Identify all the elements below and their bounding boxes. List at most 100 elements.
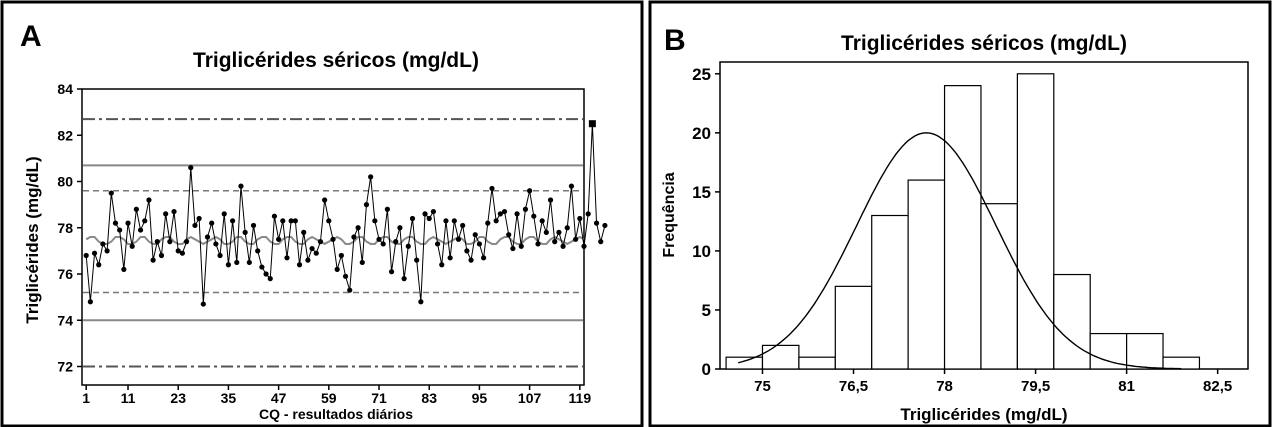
data-point	[460, 222, 466, 229]
data-point	[280, 218, 286, 224]
panel-b-chart: B Triglicérides séricos (mg/dL) Triglicé…	[648, 0, 1272, 427]
x-tick-label: 78	[936, 378, 953, 395]
data-point	[481, 255, 487, 261]
data-point	[150, 257, 156, 263]
data-point	[577, 215, 583, 222]
data-point	[397, 225, 403, 231]
data-point	[409, 215, 416, 222]
data-point	[137, 227, 144, 233]
data-point	[183, 239, 190, 245]
data-point	[213, 241, 219, 247]
panel-a-chart: A Triglicérides séricos (mg/dL) CQ - res…	[0, 0, 644, 427]
data-point	[347, 287, 353, 293]
data-point	[531, 213, 537, 219]
data-point	[422, 211, 428, 217]
data-point	[476, 241, 483, 247]
histogram-bar	[980, 203, 1018, 370]
data-point	[296, 262, 303, 268]
panel-a-ylabel: Triglicérides (mg/dL)	[23, 156, 42, 323]
data-point	[242, 229, 248, 235]
x-tick-label: 82,5	[1203, 378, 1232, 395]
x-tick-label: 83	[421, 390, 437, 406]
y-tick-label: 72	[57, 359, 73, 375]
data-point	[564, 225, 570, 231]
data-point	[426, 215, 432, 222]
data-point	[117, 227, 123, 233]
data-point	[368, 174, 374, 180]
data-point	[301, 229, 307, 235]
data-point	[351, 234, 357, 240]
data-point	[322, 197, 328, 203]
data-point-outlier	[588, 120, 596, 128]
data-point	[439, 262, 445, 268]
histogram-bar	[943, 85, 982, 370]
x-tick-label: 59	[321, 390, 337, 406]
data-point	[221, 211, 227, 217]
data-point	[585, 211, 591, 217]
data-point	[451, 218, 457, 224]
data-point	[355, 225, 361, 231]
y-tick-label: 10	[692, 242, 711, 261]
data-point	[125, 220, 131, 226]
data-point	[108, 190, 114, 196]
data-point	[292, 218, 298, 224]
y-tick-label: 78	[57, 220, 73, 236]
data-point	[146, 197, 152, 203]
panel-b-title: Triglicérides séricos (mg/dL)	[841, 32, 1127, 55]
x-tick-label: 75	[754, 378, 771, 395]
data-point	[514, 211, 520, 217]
data-point	[552, 239, 558, 245]
data-point	[518, 243, 524, 249]
data-point	[455, 236, 462, 242]
histogram-bar	[1126, 332, 1164, 370]
data-point	[83, 252, 89, 259]
y-tick-label: 20	[692, 124, 711, 143]
data-point	[271, 213, 278, 219]
data-point	[543, 229, 549, 235]
panel-a-plot-area	[81, 88, 585, 386]
normal-curve	[738, 132, 1182, 370]
data-point	[334, 266, 340, 272]
data-point	[401, 276, 407, 282]
histogram-bar	[834, 285, 873, 370]
histogram-bar	[1162, 356, 1201, 370]
y-tick-label: 0	[702, 360, 711, 379]
panel-b-border	[648, 0, 1272, 427]
data-point	[338, 252, 344, 259]
data-point	[560, 243, 566, 249]
data-point	[510, 245, 516, 252]
data-point	[380, 241, 386, 247]
data-point	[305, 257, 311, 263]
data-point	[313, 250, 319, 256]
data-point	[267, 276, 273, 282]
data-point	[196, 215, 202, 222]
histogram-bar	[798, 356, 836, 370]
x-tick-label: 76,5	[839, 378, 868, 395]
x-tick-label: 119	[569, 390, 592, 406]
x-tick-label: 35	[221, 390, 237, 406]
data-point	[238, 183, 244, 189]
data-point	[171, 208, 177, 215]
data-point	[372, 218, 378, 224]
data-point	[309, 245, 315, 252]
data-point	[230, 218, 236, 224]
panel-b-ylabel: Frequência	[661, 172, 678, 257]
data-point	[363, 202, 370, 208]
data-point	[405, 243, 411, 249]
y-tick-label: 82	[57, 127, 73, 143]
data-point	[112, 220, 119, 226]
data-point	[342, 273, 349, 279]
data-point	[246, 259, 252, 266]
data-point	[133, 206, 139, 212]
data-point	[91, 250, 98, 256]
data-point	[129, 243, 135, 249]
data-point	[418, 299, 424, 305]
x-tick-label: 95	[472, 390, 488, 406]
panel-a-title: Triglicérides séricos (mg/dL)	[193, 49, 479, 72]
data-point	[234, 259, 240, 266]
data-point	[443, 218, 449, 224]
data-point	[179, 250, 185, 256]
data-point	[250, 222, 257, 229]
data-point	[263, 271, 269, 277]
histogram-bar	[761, 344, 800, 370]
